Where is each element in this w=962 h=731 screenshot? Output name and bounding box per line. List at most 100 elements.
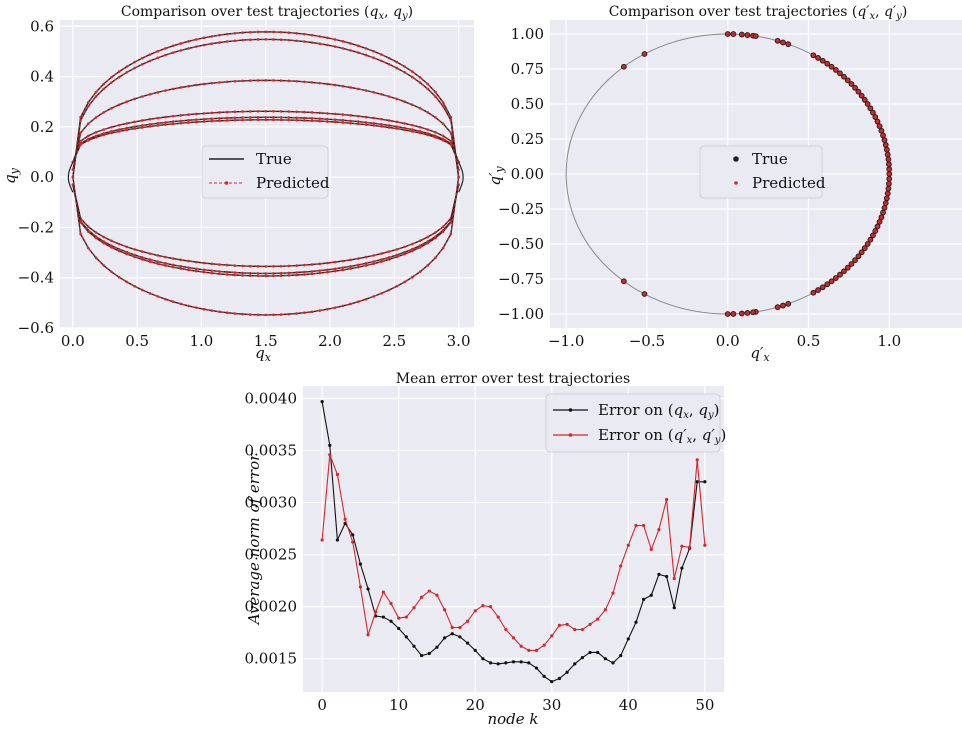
predicted-point (751, 310, 755, 315)
predicted-point (341, 47, 345, 50)
predicted-point (133, 125, 136, 128)
predicted-point (326, 36, 329, 40)
predicted-point (775, 305, 780, 310)
predicted-point (395, 255, 399, 259)
x-tick-label: 2.0 (318, 332, 342, 350)
series-point-0 (634, 620, 638, 624)
legend-predicted-label: Predicted (752, 174, 826, 192)
predicted-point (356, 263, 360, 267)
series-point-0 (381, 615, 385, 619)
predicted-point (171, 263, 175, 267)
predicted-point (264, 30, 268, 34)
predicted-point (210, 262, 214, 266)
predicted-point (140, 95, 144, 98)
predicted-point (86, 246, 90, 250)
y-tick-label: 0.2 (30, 118, 54, 136)
predicted-point (225, 40, 229, 43)
predicted-point (862, 246, 867, 251)
predicted-point (364, 297, 368, 301)
predicted-point (218, 270, 221, 273)
predicted-point (140, 56, 144, 60)
x-tick-label: 2.5 (382, 332, 406, 350)
predicted-point (133, 253, 136, 257)
predicted-point (218, 41, 221, 44)
predicted-point (179, 119, 183, 123)
predicted-point (156, 56, 160, 60)
predicted-point (117, 247, 121, 251)
predicted-point (811, 53, 816, 58)
predicted-point (887, 181, 891, 186)
series-point-0 (511, 660, 516, 664)
predicted-point (380, 125, 383, 128)
predicted-point (403, 65, 406, 68)
predicted-point (731, 32, 736, 36)
series-point-1 (634, 523, 638, 528)
predicted-point (302, 263, 306, 267)
predicted-point (879, 215, 884, 220)
predicted-point (825, 282, 830, 287)
predicted-point (295, 273, 298, 277)
chart-mean-error: 0 10 20 30 40 50 0.0015 0.0020 0.0025 0.0030 0.003… (245, 371, 727, 728)
predicted-point (380, 53, 383, 56)
series-point-1 (473, 609, 477, 613)
predicted-point (218, 263, 221, 266)
predicted-point (79, 139, 82, 143)
predicted-point (256, 110, 260, 113)
predicted-point (86, 104, 90, 108)
predicted-point (125, 100, 129, 103)
predicted-point (194, 120, 198, 124)
predicted-point (210, 309, 214, 312)
predicted-point (775, 38, 780, 43)
predicted-point (449, 119, 453, 122)
predicted-point (842, 269, 846, 274)
predicted-point (102, 87, 106, 91)
predicted-point (349, 302, 352, 306)
predicted-point (302, 116, 306, 120)
predicted-point (302, 32, 306, 36)
predicted-point (179, 258, 183, 262)
predicted-point (886, 157, 891, 162)
predicted-point (194, 306, 198, 309)
predicted-point (318, 262, 322, 266)
predicted-point (881, 210, 885, 215)
y-tick-label: 1.00 (511, 25, 544, 43)
predicted-point (886, 186, 891, 191)
predicted-point (426, 235, 430, 239)
predicted-point (272, 79, 275, 82)
predicted-point (287, 274, 291, 277)
predicted-point (849, 82, 854, 86)
predicted-point (380, 258, 383, 261)
predicted-point (426, 264, 430, 267)
predicted-point (739, 311, 744, 316)
predicted-point (295, 264, 298, 267)
predicted-point (179, 49, 183, 52)
predicted-point (887, 172, 892, 176)
predicted-point (125, 126, 129, 130)
predicted-point (117, 70, 121, 73)
predicted-point (164, 121, 167, 124)
series-point-1 (573, 627, 577, 632)
predicted-point (210, 35, 214, 38)
predicted-point (79, 131, 82, 135)
predicted-point (341, 304, 345, 308)
predicted-point (781, 303, 785, 308)
predicted-point (179, 267, 183, 270)
predicted-point (418, 239, 422, 243)
predicted-point (403, 71, 406, 74)
predicted-point (825, 61, 830, 66)
predicted-point (156, 122, 160, 125)
predicted-point (326, 43, 329, 47)
predicted-point (148, 252, 152, 255)
predicted-point (310, 119, 314, 123)
predicted-point (272, 272, 275, 275)
series-point-1 (519, 644, 523, 648)
predicted-point (356, 44, 360, 48)
predicted-point (310, 33, 314, 37)
predicted-point (225, 263, 229, 267)
predicted-point (248, 274, 252, 278)
endpoint-curve (67, 161, 74, 193)
predicted-point (410, 103, 414, 107)
predicted-point (202, 261, 206, 265)
predicted-point (210, 117, 214, 121)
predicted-point (856, 89, 861, 94)
